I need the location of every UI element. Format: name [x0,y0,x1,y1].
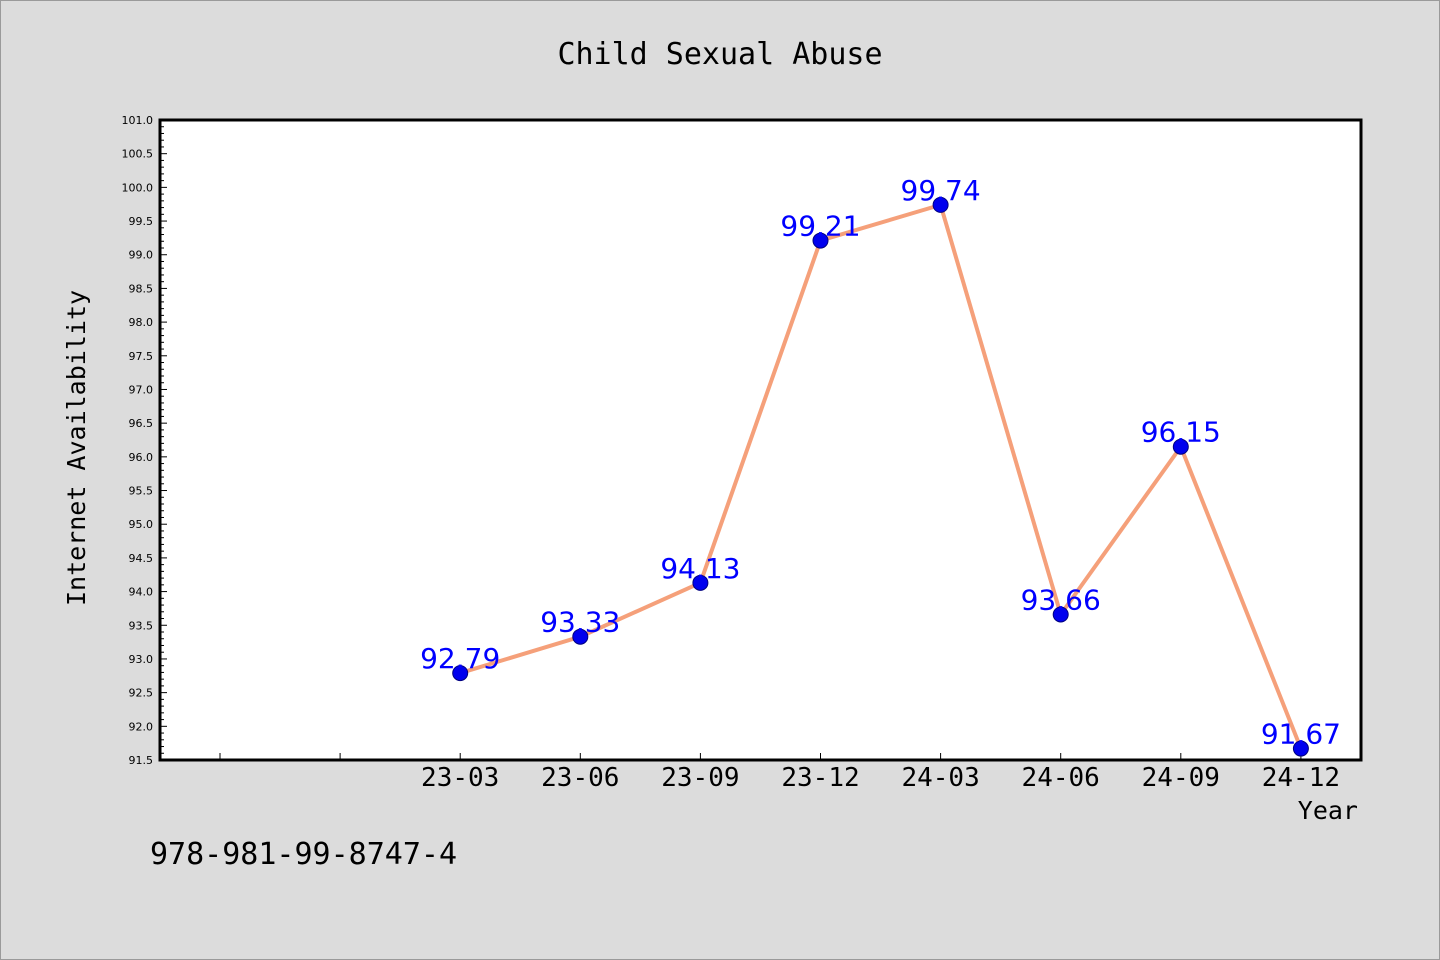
x-tick-label: 24-12 [1262,763,1340,793]
x-axis-label: Year [1298,796,1358,825]
data-label: 99.21 [780,210,860,243]
data-label: 93.33 [540,606,620,639]
data-point [932,196,949,213]
y-tick-label: 98.0 [129,316,154,329]
y-tick-label: 101.0 [122,114,154,127]
x-tick-label: 24-06 [1022,763,1100,793]
data-label-group: 92.79 93.33 94.13 99.21 99.74 93.66 96.15 91.67 [420,174,1341,751]
x-tick-label: 24-09 [1142,763,1220,793]
y-axis: 91.5 92.0 92.5 93.0 93.5 94.0 94.5 95.0 95.5 96.0… [122,114,167,767]
data-point [572,628,589,645]
y-tick-label: 98.5 [129,282,154,295]
y-tick-label: 93.5 [129,619,154,632]
data-label: 96.15 [1141,416,1221,449]
data-point [812,232,829,249]
y-tick-label: 95.0 [129,518,154,531]
y-tick-label: 94.5 [129,552,154,565]
data-label: 93.66 [1021,583,1101,616]
data-point [452,665,469,682]
data-point [1172,438,1189,455]
y-tick-label: 96.5 [129,417,154,430]
marker-group [452,196,1309,757]
x-tick-label: 23-03 [421,763,499,793]
chart-title: Child Sexual Abuse [557,37,882,72]
x-tick-label: 23-06 [541,763,619,793]
series-line [459,202,1303,750]
series-line-group [459,202,1303,750]
data-point [692,574,709,591]
y-tick-label: 99.0 [129,249,154,262]
y-tick-label: 97.5 [129,350,154,363]
y-tick-label: 95.5 [129,485,154,498]
y-tick-label: 96.0 [129,451,154,464]
y-tick-label: 92.0 [129,720,154,733]
y-tick-label: 92.5 [129,687,154,700]
y-tick-label: 97.0 [129,383,154,396]
y-tick-label: 99.5 [129,215,154,228]
data-point [1052,606,1069,623]
x-tick-label: 23-09 [661,763,739,793]
y-axis-label: Internet Availability [62,290,91,606]
y-tick-label: 100.5 [122,148,154,161]
data-label: 92.79 [420,642,500,675]
plot-area [158,118,1363,762]
x-tick-label: 23-12 [781,763,859,793]
y-tick-label: 93.0 [129,653,154,666]
y-tick-label: 100.0 [122,181,154,194]
data-label: 91.67 [1261,718,1341,751]
x-axis: 23-03 23-06 23-09 23-12 24-03 24-06 24-09 24-12 [219,753,1340,793]
y-tick-label: 91.5 [129,754,154,767]
data-label: 99.74 [901,174,981,207]
footer-code: 978-981-99-8747-4 [150,837,457,872]
data-label: 94.13 [660,552,740,585]
x-tick-label: 24-03 [901,763,979,793]
data-point [1292,740,1309,757]
y-tick-label: 94.0 [129,586,154,599]
